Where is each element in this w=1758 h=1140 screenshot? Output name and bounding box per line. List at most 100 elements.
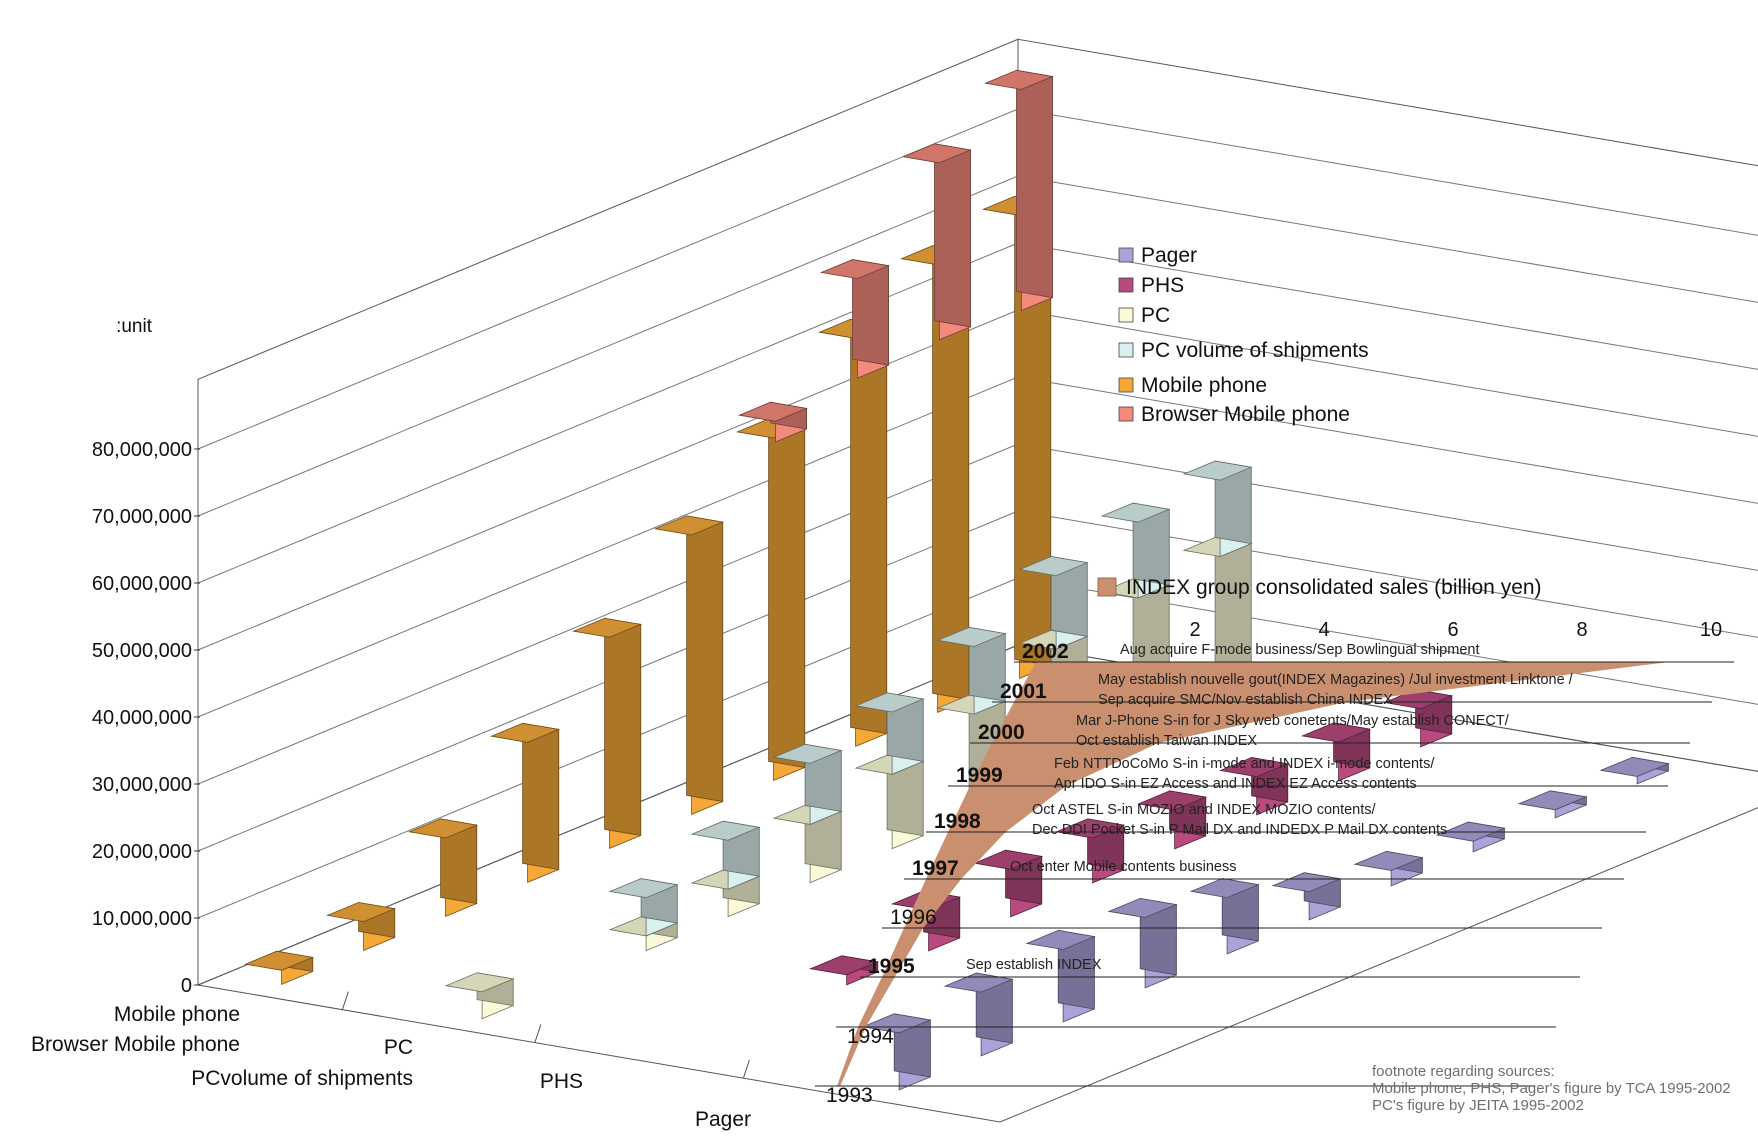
legend-label: Mobile phone <box>1141 374 1267 397</box>
bar-mobile-phone <box>244 950 315 985</box>
bar-phs <box>1219 757 1290 816</box>
bar-phs <box>809 955 880 986</box>
bar-pager <box>1107 897 1178 989</box>
bar-pager <box>1599 756 1670 785</box>
bar-mobile-phone <box>900 245 971 713</box>
bar-phs <box>973 849 1044 918</box>
year-label: 2001 <box>1000 680 1047 703</box>
gridline <box>197 309 1758 651</box>
bar-top <box>1107 897 1178 918</box>
year-label: 1994 <box>847 1025 894 1048</box>
y-tick-label: 40,000,000 <box>92 707 192 729</box>
bar-pc-volume <box>1018 556 1089 650</box>
bar-top <box>901 143 972 164</box>
bar-mobile-phone <box>736 418 807 781</box>
sales-tick-label: 6 <box>1447 619 1458 641</box>
bar-top <box>983 69 1054 90</box>
legend-swatch <box>1118 307 1134 323</box>
bar-top <box>408 818 479 839</box>
gridline <box>197 242 1758 584</box>
bar-pc-volume <box>772 743 843 826</box>
sales-axis-label: INDEX group consolidated sales (billion … <box>1126 576 1542 599</box>
sales-legend-swatch <box>1097 577 1117 597</box>
bar-pc-volume <box>936 626 1007 715</box>
event-text: Sep acquire SMC/Nov establish China INDE… <box>1098 692 1393 708</box>
bar-top <box>490 722 561 743</box>
depth-label: PC <box>384 1036 413 1059</box>
event-text: Mar J-Phone S-in for J Sky web conetents… <box>1076 713 1510 729</box>
bar-top <box>244 950 315 971</box>
bar-mobile-phone <box>982 195 1053 679</box>
event-text: Feb NTTDoCoMo S-in i-mode and INDEX i-mo… <box>1054 756 1435 772</box>
depth-tick <box>534 1024 542 1043</box>
footnote-line: PC's figure by JEITA 1995-2002 <box>1372 1097 1584 1114</box>
year-label: 1998 <box>934 810 981 833</box>
legend-swatch <box>1118 406 1134 422</box>
legend-swatch <box>1118 377 1134 393</box>
bar-mobile-phone <box>572 617 643 849</box>
y-tick-label: 60,000,000 <box>92 573 192 595</box>
y-tick-label: 30,000,000 <box>92 774 192 796</box>
legend-label: PC <box>1141 304 1170 327</box>
year-label: 1999 <box>956 764 1003 787</box>
event-text: Oct ASTEL S-in MOZIO and INDEX MOZIO con… <box>1032 802 1377 818</box>
bar-browser-mobile-phone <box>983 69 1054 312</box>
floor <box>196 644 1758 1123</box>
depth-label: Pager <box>695 1108 751 1131</box>
bar-side <box>850 318 888 734</box>
bar-side <box>604 617 642 836</box>
sales-tick-label: 8 <box>1576 619 1587 641</box>
legend-label: PC volume of shipments <box>1141 339 1369 362</box>
bar-top <box>819 259 890 280</box>
bar-pager <box>1517 790 1588 819</box>
bar-mobile-phone <box>326 902 397 951</box>
bar-phs <box>1301 722 1372 782</box>
legend: Pager PHS PC PC volume of shipments Mobile p… <box>1118 244 1369 426</box>
bar-pager <box>1189 878 1260 955</box>
footnote-title: footnote regarding sources: <box>1372 1063 1555 1080</box>
bar-top <box>854 692 925 713</box>
y-tick-label: 80,000,000 <box>92 439 192 461</box>
bar-pc-volume <box>608 878 679 937</box>
depth-tick <box>742 1060 750 1079</box>
event-text: Sep establish INDEX <box>966 957 1102 973</box>
footnote: footnote regarding sources: Mobile phone… <box>1372 1063 1731 1114</box>
bar-mobile-phone <box>654 515 725 815</box>
bar-side <box>934 143 971 328</box>
bar-phs <box>1137 790 1208 850</box>
bar-mobile-phone <box>490 722 561 883</box>
bar-top <box>737 401 808 422</box>
bar-top <box>1353 850 1424 871</box>
year-label: 2002 <box>1022 640 1069 663</box>
legend-label: PHS <box>1141 274 1184 297</box>
bar-top <box>936 626 1007 647</box>
depth-label: Mobile phone <box>114 1003 240 1026</box>
bar-top <box>1018 556 1089 577</box>
depth-label: Browser Mobile phone <box>31 1033 240 1056</box>
bar-top <box>1301 722 1372 743</box>
sales-band <box>837 662 1670 1086</box>
bar-pager <box>1353 850 1424 887</box>
sales-tick-label: 4 <box>1318 619 1329 641</box>
bar-top <box>572 617 643 638</box>
bar-pager <box>1025 929 1096 1023</box>
bar-side <box>1016 69 1053 299</box>
year-label: 1995 <box>868 955 915 978</box>
gridline <box>197 108 1758 450</box>
bar-pc-volume <box>854 692 925 775</box>
depth-tick <box>341 991 349 1010</box>
bar-top <box>1599 756 1670 777</box>
bar-side <box>686 515 724 802</box>
bar-pc <box>444 972 515 1020</box>
bar-top <box>1137 790 1208 811</box>
bar-top <box>608 878 679 899</box>
bar-side <box>768 418 806 768</box>
bar-top <box>1055 818 1126 839</box>
event-text: Apr IDO S-in EZ Access and INDEX EZ Acce… <box>1054 776 1417 792</box>
bar-browser-mobile-phone <box>737 401 808 443</box>
bar-pc-volume <box>1100 502 1171 599</box>
bar-pc-volume <box>690 820 761 890</box>
footnote-line: Mobile phone, PHS, Pager's figure by TCA… <box>1372 1080 1731 1097</box>
event-text: Dec DDI Pocket S-in P Mail DX and INDEDX… <box>1032 822 1447 838</box>
